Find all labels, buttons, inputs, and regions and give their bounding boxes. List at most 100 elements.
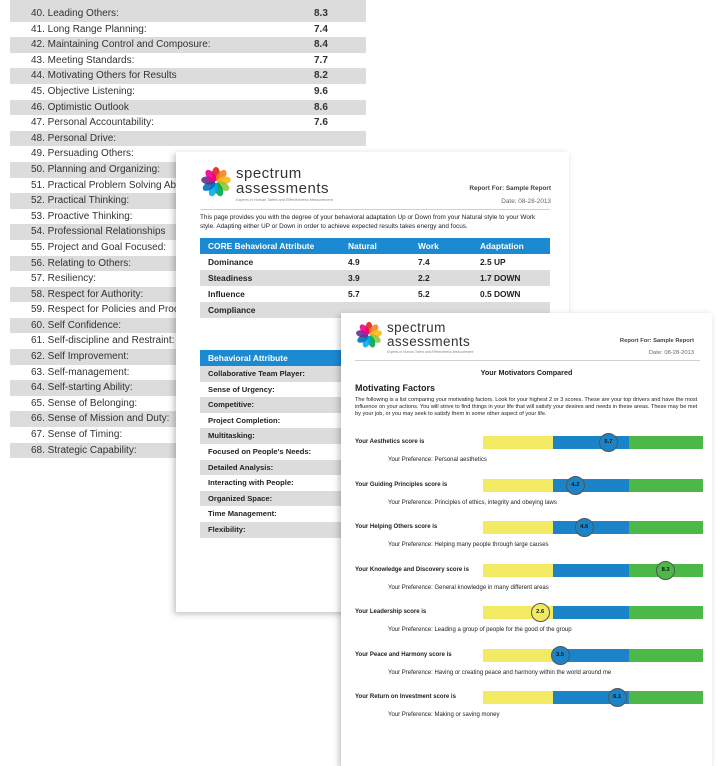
attribute-label: 62. Self Improvement: <box>31 351 129 363</box>
attribute-row: 49. Persuading Others: <box>10 146 366 162</box>
attribute-label: 64. Self-starting Ability: <box>31 382 133 394</box>
core-attribute-table: CORE Behavioral Attribute Natural Work A… <box>200 238 550 318</box>
attribute-row: 67. Sense of Timing: <box>10 427 366 443</box>
table-row: Dominance 4.9 7.4 2.5 UP <box>200 254 550 270</box>
behavioral-attribute-item: Project Completion: <box>208 415 281 425</box>
attribute-row: 46. Optimistic Outlook 8.6 <box>10 99 366 116</box>
table-cell: 2.2 <box>410 270 472 286</box>
table-cell: 4.9 <box>348 257 360 267</box>
motivator-label: Your Helping Others score is <box>355 524 438 530</box>
motivator-score-bar <box>483 691 703 704</box>
motivators-intro-text: The following is a list comparing your m… <box>355 397 698 418</box>
motivator-preference: Your Preference: Principles of ethics, i… <box>388 499 557 506</box>
motivator-preference: Your Preference: Helping many people thr… <box>388 542 549 548</box>
score-band-green <box>629 436 703 449</box>
spectrum-logo-icon <box>201 167 231 197</box>
score-band-yellow <box>483 691 553 704</box>
score-band-yellow <box>483 648 553 662</box>
attribute-label: 54. Professional Relationships <box>31 226 166 238</box>
attribute-label: 49. Persuading Others: <box>31 148 134 160</box>
attribute-score: 9.6 <box>314 85 328 97</box>
motivator-preference: Your Preference: Making or saving money <box>388 712 500 718</box>
score-band-yellow <box>483 521 553 534</box>
attribute-score: 8.6 <box>314 101 328 113</box>
spectrum-logo-icon <box>356 321 382 348</box>
logo-wordmark-line2: assessments <box>236 180 330 197</box>
behavioral-attribute-item: Competitive: <box>200 397 342 413</box>
page-subtitle: Your Motivators Compared <box>480 368 573 377</box>
score-marker: 6.1 <box>607 688 627 707</box>
attribute-row: 47. Personal Accountability: 7.6 <box>10 115 366 131</box>
attribute-row: 51. Practical Problem Solving Ability: <box>10 178 366 194</box>
score-marker: 3.5 <box>550 645 570 665</box>
attribute-label: 45. Objective Listening: <box>31 85 135 97</box>
motivator-score-bar <box>483 606 703 619</box>
table-row: Influence 5.7 5.2 0.5 DOWN <box>200 286 550 302</box>
logo-wordmark-line1: spectrum <box>236 165 302 182</box>
partial-row-top <box>10 0 366 6</box>
attribute-label: 66. Sense of Mission and Duty: <box>31 413 170 425</box>
motivator-score-bar <box>483 436 703 449</box>
motivator-item: Your Helping Others score is 4.6 Your Pref… <box>355 518 705 561</box>
behavioral-attribute-item: Focused on People's Needs: <box>208 446 312 456</box>
attribute-label: 52. Practical Thinking: <box>31 195 130 207</box>
table-cell: 0.5 DOWN <box>480 289 521 299</box>
motivator-label: Your Aesthetics score is <box>355 439 425 445</box>
attribute-score: 7.4 <box>314 23 328 35</box>
attribute-score: 7.7 <box>314 54 328 66</box>
motivator-label: Your Peace and Harmony score is <box>355 651 452 658</box>
logo-tagline: Experts in Human Talent and Effectivenes… <box>236 198 333 202</box>
score-band-blue <box>553 606 629 619</box>
section-heading: Motivating Factors <box>355 383 436 393</box>
attribute-row: 61. Self-discipline and Restraint: <box>10 333 366 349</box>
column-header: Natural <box>340 238 410 254</box>
attribute-label: 67. Sense of Timing: <box>31 429 123 441</box>
attribute-row: 65. Sense of Belonging: <box>10 396 366 412</box>
attribute-row: 48. Personal Drive: <box>10 130 366 147</box>
attribute-score <box>314 131 366 147</box>
motivator-preference: Your Preference: Having or creating peac… <box>388 669 612 676</box>
column-header: Adaptation <box>472 238 550 254</box>
motivator-item: Your Knowledge and Discovery score is 8.3… <box>355 560 705 604</box>
attribute-label: 43. Meeting Standards: <box>31 54 135 66</box>
motivator-score-bar <box>483 478 703 492</box>
behavioral-attribute-item: Time Management: <box>208 509 277 519</box>
attribute-row: 40. Leading Others: 8.3 <box>10 6 366 22</box>
logo-wordmark-line2: assessments <box>387 333 471 349</box>
attribute-label: 68. Strategic Capability: <box>31 444 137 456</box>
attribute-row: 42. Maintaining Control and Composure: 8.… <box>10 37 366 53</box>
motivator-label: Your Knowledge and Discovery score is <box>355 566 469 573</box>
attribute-row: 44. Motivating Others for Results 8.2 <box>10 68 366 84</box>
logo-petal <box>205 169 217 182</box>
attribute-label: 65. Sense of Belonging: <box>31 397 138 409</box>
attribute-score: 7.6 <box>314 117 328 129</box>
behavioral-attribute-item: Detailed Analysis: <box>200 459 342 476</box>
score-band-green <box>629 648 703 662</box>
score-marker: 4.2 <box>565 475 585 495</box>
motivator-item: Your Return on Investment score is 6.1 You… <box>355 688 705 731</box>
motivator-preference: Your Preference: Leading a group of peop… <box>388 627 572 633</box>
column-header: Work <box>410 238 472 254</box>
spectrum-logo: spectrum assessments Experts in Human Ta… <box>355 321 473 354</box>
attribute-label: 46. Optimistic Outlook <box>31 101 129 113</box>
table-cell: 5.7 <box>348 289 360 299</box>
attribute-row: 45. Objective Listening: 9.6 <box>10 84 366 100</box>
attribute-label: 44. Motivating Others for Results <box>31 70 177 82</box>
attribute-score: 8.2 <box>314 70 328 82</box>
score-band-green <box>629 478 703 492</box>
behavioral-attribute-item: Interacting with People: <box>208 478 294 488</box>
attribute-label: 53. Proactive Thinking: <box>31 210 133 222</box>
attribute-label: 51. Practical Problem Solving Ability: <box>31 179 194 191</box>
attribute-score: 8.3 <box>314 8 328 19</box>
attribute-label: 60. Self Confidence: <box>31 319 122 331</box>
attribute-label: 61. Self-discipline and Restraint: <box>31 335 175 347</box>
table-header-row: CORE Behavioral Attribute Natural Work A… <box>200 238 550 254</box>
column-header: CORE Behavioral Attribute <box>200 238 340 254</box>
motivator-label: Your Guiding Principles score is <box>355 481 448 488</box>
attribute-label: 55. Project and Goal Focused: <box>31 241 167 253</box>
behavioral-attribute-item: Collaborative Team Player: <box>200 366 342 382</box>
table-cell: 2.5 UP <box>480 257 506 267</box>
motivator-item: Your Leadership score is 2.6 Your Preferen… <box>355 603 705 646</box>
header-divider <box>355 360 700 361</box>
table-cell: 7.4 <box>418 257 430 267</box>
